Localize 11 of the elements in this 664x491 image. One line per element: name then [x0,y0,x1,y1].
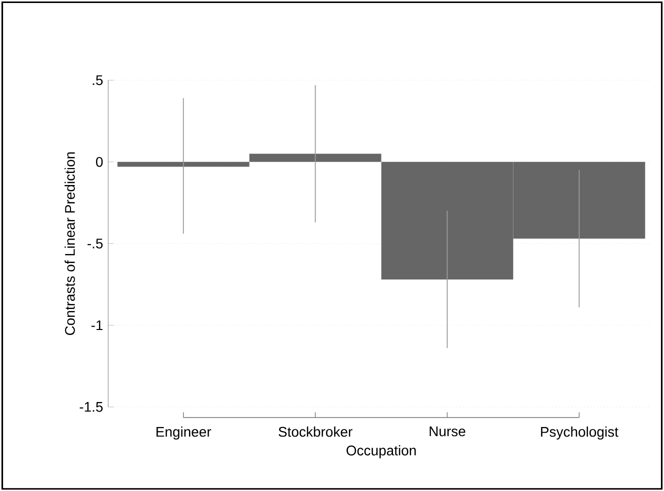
x-tick-label: Nurse [430,426,466,436]
y-tick-label: 0 [96,156,103,167]
y-tick-label: -.5 [88,238,103,248]
y-tick-label: -1.5 [80,402,103,412]
x-axis-title: Occupation [346,445,416,458]
y-tick-label: -1 [91,320,103,330]
y-axis-title: Contrasts of Linear Prediction [64,152,75,335]
x-tick-label: Stockbroker [278,426,352,437]
y-tick-label: .5 [92,75,103,86]
x-tick-label: Psychologist [541,426,618,440]
x-tick-label: Engineer [156,426,212,440]
